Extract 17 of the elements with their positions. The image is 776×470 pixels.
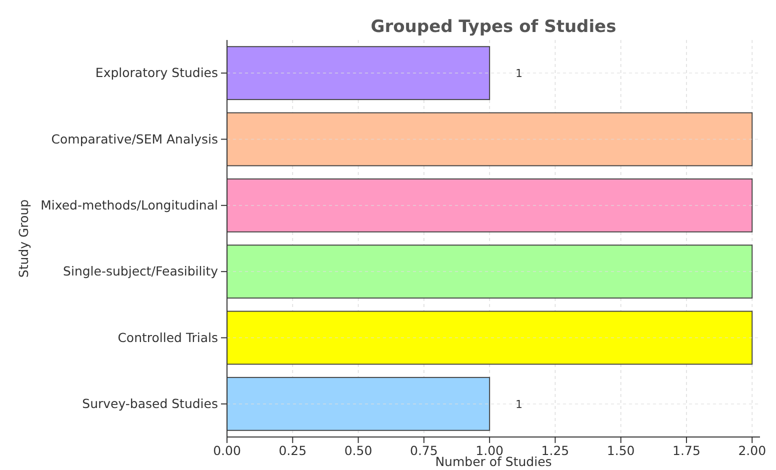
- x-tick-label: 0.00: [213, 442, 241, 458]
- y-tick-label: Controlled Trials: [118, 330, 218, 345]
- data-label: 1: [516, 398, 523, 411]
- x-tick-label: 0.50: [344, 442, 372, 458]
- y-tick-label: Survey-based Studies: [82, 396, 218, 411]
- y-tick-label: Comparative/SEM Analysis: [51, 131, 218, 146]
- x-tick-label: 1.75: [672, 442, 700, 458]
- x-tick-label: 1.50: [606, 442, 635, 458]
- x-tick-label: 0.25: [278, 442, 307, 458]
- x-tick-label: 0.75: [410, 442, 438, 458]
- y-tick-label: Single-subject/Feasibility: [63, 264, 219, 279]
- y-tick-label: Mixed-methods/Longitudinal: [40, 197, 218, 212]
- x-tick-label: 2.00: [738, 442, 766, 458]
- y-tick-label: Exploratory Studies: [95, 65, 218, 80]
- chart-title: Grouped Types of Studies: [370, 17, 616, 37]
- data-label: 1: [516, 66, 523, 80]
- y-axis-title: Study Group: [16, 199, 31, 278]
